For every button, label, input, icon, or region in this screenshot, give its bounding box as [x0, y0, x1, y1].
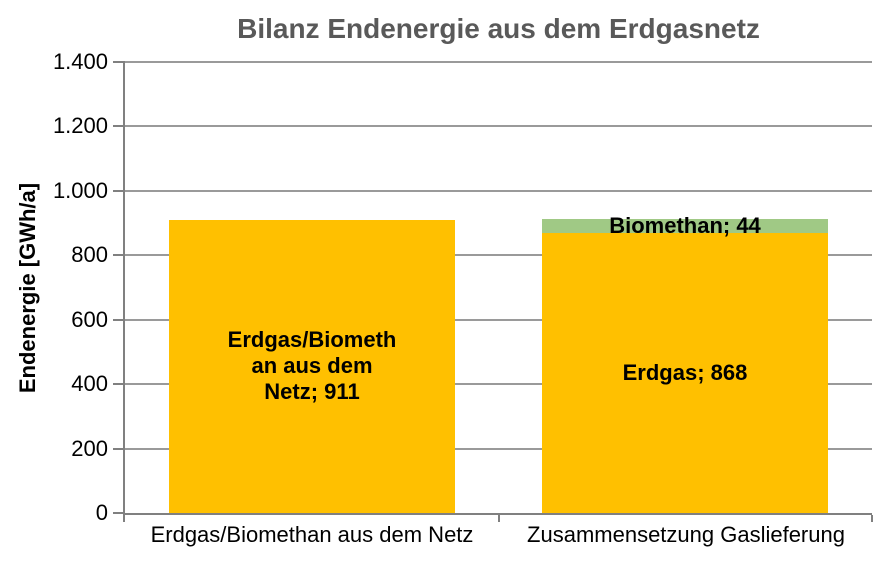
y-tick-label: 1.200 — [52, 113, 108, 138]
y-gridline — [125, 448, 872, 450]
y-tick-label: 600 — [71, 307, 108, 332]
y-gridline — [125, 383, 872, 385]
y-tick-label: 0 — [95, 500, 108, 525]
x-tick-mark — [498, 515, 500, 522]
category-label: Erdgas/Biomethan aus dem Netz — [150, 522, 474, 547]
y-gridline — [125, 125, 872, 127]
y-tick-label: 1.000 — [52, 178, 108, 203]
y-tick-label: 800 — [71, 242, 108, 267]
y-tick-mark — [113, 61, 125, 63]
x-axis-line — [123, 513, 872, 515]
y-tick-label: 1.400 — [52, 49, 108, 74]
bar-segment-label: Erdgas/Biometh an aus dem Netz; 911 — [227, 327, 397, 404]
y-tick-label: 200 — [71, 436, 108, 461]
y-axis-line — [123, 62, 125, 522]
y-tick-mark — [113, 254, 125, 256]
bar-segment-label: Erdgas; 868 — [622, 360, 748, 385]
y-tick-label: 400 — [71, 371, 108, 396]
y-tick-mark — [113, 383, 125, 385]
y-tick-mark — [113, 190, 125, 192]
y-gridline — [125, 319, 872, 321]
y-tick-mark — [113, 512, 125, 514]
bar-segment-erdgas — [542, 233, 828, 513]
y-gridline — [125, 61, 872, 63]
chart-title: Bilanz Endenergie aus dem Erdgasnetz — [237, 13, 760, 44]
bar-segment-erdgas-biomethan-aus-dem-netz — [169, 220, 455, 513]
y-tick-mark — [113, 448, 125, 450]
y-tick-mark — [113, 319, 125, 321]
y-gridline — [125, 254, 872, 256]
bar-segment-label: Biomethan; 44 — [609, 213, 761, 238]
y-gridline — [125, 190, 872, 192]
y-tick-mark — [113, 125, 125, 127]
x-tick-mark — [871, 515, 873, 522]
bar-segment-biomethan — [542, 219, 828, 233]
category-label: Zusammensetzung Gaslieferung — [527, 522, 845, 547]
